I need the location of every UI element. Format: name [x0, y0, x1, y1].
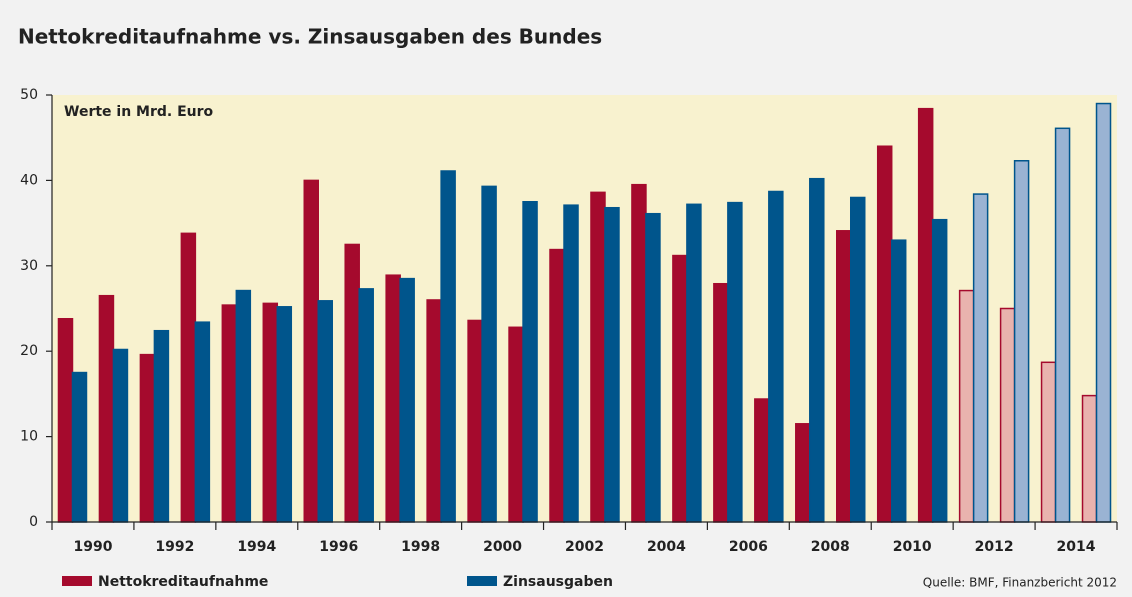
bar — [1040, 361, 1057, 523]
legend-label: Zinsausgaben — [503, 574, 613, 590]
bar — [194, 321, 211, 523]
bar — [672, 254, 688, 523]
bar — [481, 185, 497, 523]
bar — [139, 353, 156, 523]
bar — [876, 145, 893, 523]
bar — [98, 294, 115, 523]
bar — [262, 302, 279, 523]
bar — [1013, 160, 1030, 523]
bar — [836, 230, 852, 523]
x-tick-label: 1992 — [155, 539, 194, 555]
x-tick-label: 2014 — [1057, 539, 1096, 555]
legend-swatch — [467, 576, 497, 586]
x-tick-label: 1996 — [319, 539, 358, 555]
bar — [303, 179, 319, 523]
bar — [972, 193, 989, 523]
bar — [426, 299, 442, 523]
x-tick-label: 2000 — [483, 539, 522, 555]
bar — [604, 206, 620, 523]
bar — [917, 107, 934, 523]
bar — [153, 329, 170, 523]
bar — [358, 288, 374, 523]
y-tick-label: 40 — [20, 172, 38, 188]
y-tick-label: 0 — [29, 514, 38, 530]
bar — [645, 212, 661, 523]
x-tick-label: 1998 — [401, 539, 440, 555]
bar — [809, 177, 825, 523]
x-tick-label: 2010 — [893, 539, 932, 555]
x-tick-label: 1994 — [237, 539, 276, 555]
bar — [549, 248, 565, 523]
x-tick-label: 2008 — [811, 539, 850, 555]
y-tick-label: 30 — [20, 258, 38, 274]
bar — [112, 348, 129, 523]
bar — [890, 239, 907, 523]
source: Quelle: BMF, Finanzbericht 2012 — [923, 576, 1117, 590]
bar — [508, 326, 524, 523]
bar — [57, 317, 74, 523]
bar — [686, 203, 702, 523]
bar — [180, 232, 197, 523]
bar — [440, 170, 456, 523]
bar — [235, 289, 252, 523]
bar — [999, 307, 1016, 523]
bar — [795, 423, 811, 523]
bar — [221, 304, 238, 523]
bar — [1054, 127, 1071, 523]
chart-title: Nettokreditaufnahme vs. Zinsausgaben des… — [18, 25, 602, 49]
x-tick-label: 1990 — [73, 539, 112, 555]
bar — [590, 191, 606, 523]
x-tick-label: 2006 — [729, 539, 768, 555]
annotation: Werte in Mrd. Euro — [64, 104, 214, 120]
bar — [631, 183, 647, 523]
bar — [768, 190, 784, 523]
bar — [276, 306, 293, 523]
x-tick-label: 2012 — [975, 539, 1014, 555]
bar — [71, 371, 88, 523]
legend-label: Nettokreditaufnahme — [98, 574, 268, 590]
bar — [522, 201, 538, 523]
plot-area — [52, 95, 1117, 522]
bar — [467, 319, 483, 523]
bar — [344, 243, 360, 523]
bar — [563, 204, 579, 523]
bar — [931, 218, 948, 523]
bar — [958, 289, 975, 523]
bar — [317, 300, 333, 523]
bar — [754, 398, 770, 523]
y-tick-label: 50 — [20, 87, 38, 103]
bar — [850, 196, 866, 523]
x-tick-label: 2002 — [565, 539, 604, 555]
bar — [727, 201, 743, 523]
x-tick-label: 2004 — [647, 539, 686, 555]
bar — [385, 274, 401, 523]
y-tick-label: 20 — [20, 343, 38, 359]
bar — [713, 282, 729, 523]
bar — [399, 277, 415, 523]
bar — [1095, 102, 1112, 523]
y-tick-label: 10 — [20, 429, 38, 445]
legend-swatch — [62, 576, 92, 586]
bar — [1081, 394, 1098, 523]
